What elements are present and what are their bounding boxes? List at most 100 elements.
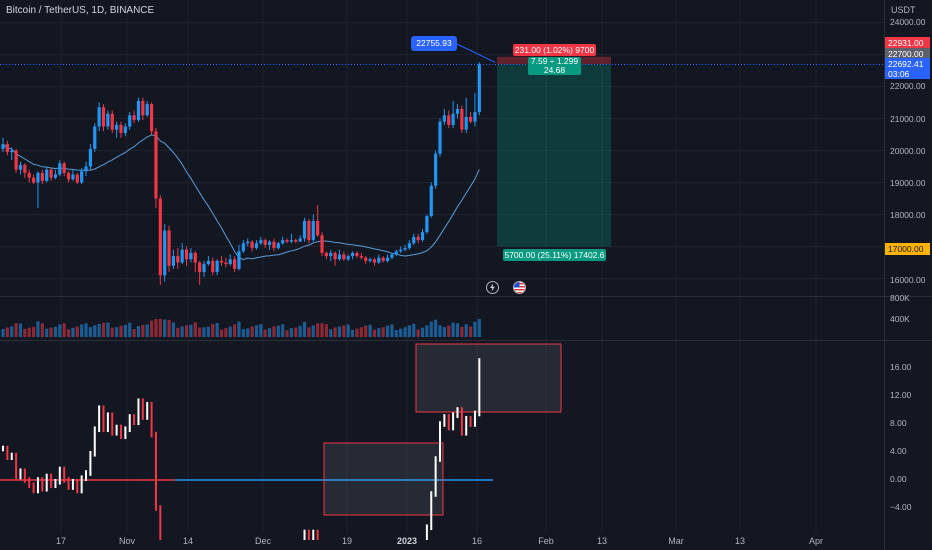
- volume-bar: [320, 323, 324, 337]
- volume-bar: [115, 327, 119, 337]
- volume-bar: [66, 329, 71, 337]
- volume-bar: [123, 324, 127, 337]
- candle-body: [18, 164, 23, 170]
- candle-body: [302, 220, 307, 239]
- candle-body: [294, 240, 298, 242]
- volume-bar: [477, 319, 481, 337]
- candle-body: [385, 257, 390, 261]
- price-tick: 24000.00: [890, 17, 926, 27]
- volume-bar: [359, 327, 363, 337]
- volume-bar: [189, 324, 193, 337]
- candle-body: [163, 230, 167, 276]
- candle-body: [399, 249, 403, 252]
- time-tick: 17: [55, 536, 67, 546]
- stop-label[interactable]: 5700.00 (25.11%) 17402.6: [503, 249, 606, 261]
- price-tick: 16000.00: [890, 275, 926, 285]
- volume-bar: [198, 327, 202, 337]
- candle-body: [36, 172, 40, 183]
- time-tick: 14: [182, 536, 194, 546]
- volume-bar: [14, 323, 18, 337]
- volume-bar: [132, 329, 136, 337]
- candle-body: [75, 174, 79, 183]
- volume-bar: [281, 324, 285, 337]
- candle-body: [167, 230, 171, 266]
- volume-bar: [385, 325, 390, 337]
- candle-body: [202, 264, 206, 273]
- candle-body: [141, 100, 145, 116]
- volume-bar: [119, 325, 123, 337]
- oscillator-tick: 4.00: [890, 446, 907, 456]
- volume-bar: [36, 321, 40, 337]
- time-tick: Feb: [538, 536, 554, 546]
- volume-bar: [149, 320, 154, 337]
- candle-body: [407, 243, 412, 249]
- candle-body: [80, 171, 84, 183]
- candle-body: [307, 220, 311, 241]
- volume-bar: [106, 322, 110, 337]
- volume-bar: [460, 326, 464, 337]
- candle-body: [136, 100, 141, 121]
- candle-body: [289, 240, 294, 242]
- volume-bar: [171, 322, 176, 337]
- volume-bar: [438, 325, 442, 337]
- countdown-value: 03:06: [888, 69, 910, 79]
- time-tick: Nov: [118, 536, 136, 546]
- volume-bar: [154, 319, 158, 337]
- candle-body: [97, 107, 101, 127]
- volume-bar: [298, 325, 302, 337]
- candle-body: [355, 252, 359, 257]
- volume-bar: [337, 326, 342, 337]
- candle-body: [324, 252, 328, 257]
- candle-body: [320, 235, 324, 253]
- candle-body: [110, 113, 114, 130]
- currency-label: USDT: [891, 5, 916, 15]
- volume-bar: [224, 328, 228, 337]
- volume-bar: [311, 325, 315, 337]
- volume-bar: [425, 325, 429, 337]
- volume-bar: [23, 328, 27, 337]
- candle-body: [14, 150, 18, 170]
- candle-body: [425, 216, 429, 233]
- candle-body: [40, 172, 44, 181]
- candle-body: [206, 260, 210, 265]
- volume-bar: [333, 327, 337, 337]
- candle-body: [464, 116, 468, 130]
- volume-bar: [45, 328, 49, 337]
- volume-bar: [464, 324, 468, 337]
- us-flag-icon[interactable]: [513, 281, 526, 294]
- candle-body: [228, 259, 232, 265]
- oscillator-tick: 0.00: [890, 474, 907, 484]
- volume-bar: [167, 319, 171, 337]
- candle-body: [1, 144, 5, 149]
- candle-body: [132, 115, 136, 121]
- volume-bar: [136, 326, 141, 337]
- candle-body: [211, 260, 215, 273]
- volume-bar: [88, 327, 92, 337]
- volume-bar: [272, 326, 276, 337]
- volume-bar: [141, 324, 145, 337]
- volume-bar: [246, 328, 250, 337]
- risk-reward-label[interactable]: 7.59 ÷ 1.299 24.68: [528, 57, 581, 75]
- crosshair-price-label[interactable]: 22755.93: [411, 36, 457, 51]
- volume-bar: [285, 330, 289, 337]
- candle-body: [23, 164, 27, 173]
- volume-bar: [473, 321, 477, 337]
- oscillator-tick: −4.00: [890, 502, 912, 512]
- volume-bar: [75, 326, 79, 337]
- target-label[interactable]: 231.00 (1.02%) 9700: [513, 44, 596, 56]
- lightning-icon[interactable]: [486, 281, 499, 294]
- candle-body: [460, 108, 464, 130]
- volume-bar: [346, 324, 350, 337]
- candle-body: [154, 131, 158, 199]
- volume-bar: [289, 328, 294, 337]
- price-tick: 19000.00: [890, 178, 926, 188]
- candle-body: [403, 248, 407, 250]
- volume-bar: [176, 327, 180, 337]
- volume-bar: [254, 325, 259, 337]
- candle-body: [45, 169, 49, 181]
- chart-title[interactable]: Bitcoin / TetherUS, 1D, BINANCE: [6, 5, 155, 16]
- volume-bar: [355, 328, 359, 337]
- volume-bar: [53, 326, 58, 337]
- volume-bar: [237, 321, 241, 337]
